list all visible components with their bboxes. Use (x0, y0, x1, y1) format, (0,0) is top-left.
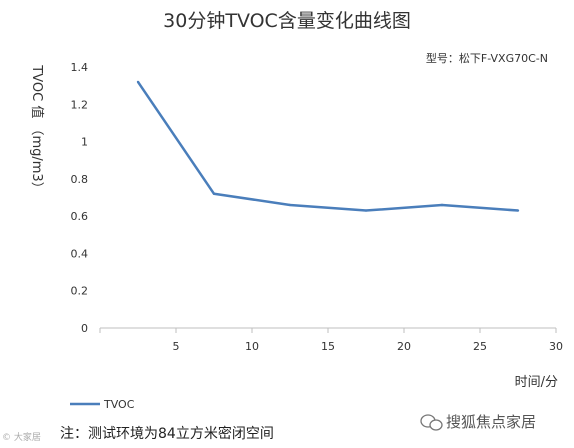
y-tick-labels: 0 0.2 0.4 0.6 0.8 1 1.2 1.4 (71, 61, 89, 335)
data-point (440, 203, 444, 207)
legend: TVOC (70, 398, 135, 411)
x-tick-label: 15 (321, 340, 335, 353)
y-tick-label: 0.4 (71, 247, 89, 260)
y-axis-label: TVOC 值 （mg/m3） (29, 64, 45, 194)
wechat-icon (420, 414, 443, 431)
data-point (364, 209, 368, 212)
y-tick-label: 1.4 (71, 61, 89, 74)
y-tick-label: 1 (81, 136, 88, 149)
y-tick-label: 1.2 (71, 98, 89, 111)
data-point (136, 80, 140, 84)
model-label: 型号：松下F-VXG70C-N (426, 51, 548, 65)
series-line-tvoc (136, 81, 519, 212)
y-tick-label: 0.8 (71, 173, 89, 186)
data-point (288, 203, 292, 207)
watermark-right: 搜狐焦点家居 (446, 413, 536, 431)
series-layer (136, 80, 520, 212)
data-point (212, 192, 216, 195)
y-tick-label: 0.6 (71, 210, 89, 223)
data-point (516, 209, 520, 212)
y-tick-label: 0.2 (71, 285, 89, 298)
x-tick-label: 30 (549, 340, 563, 353)
test-environment-note: 注：测试环境为84立方米密闭空间 (60, 425, 274, 442)
legend-label-tvoc: TVOC (103, 398, 135, 411)
x-axis-label: 时间/分 (515, 375, 558, 390)
x-tick-labels: 5 10 15 20 25 30 (173, 340, 564, 353)
x-tick-marks (99, 328, 557, 333)
chart-title: 30分钟TVOC含量变化曲线图 (163, 10, 411, 32)
x-tick-label: 25 (473, 340, 487, 353)
x-tick-label: 5 (173, 340, 180, 353)
watermark-left: © 大家居 (2, 431, 41, 443)
y-tick-label: 0 (81, 322, 88, 335)
x-tick-label: 20 (397, 340, 411, 353)
x-tick-label: 10 (245, 340, 259, 353)
